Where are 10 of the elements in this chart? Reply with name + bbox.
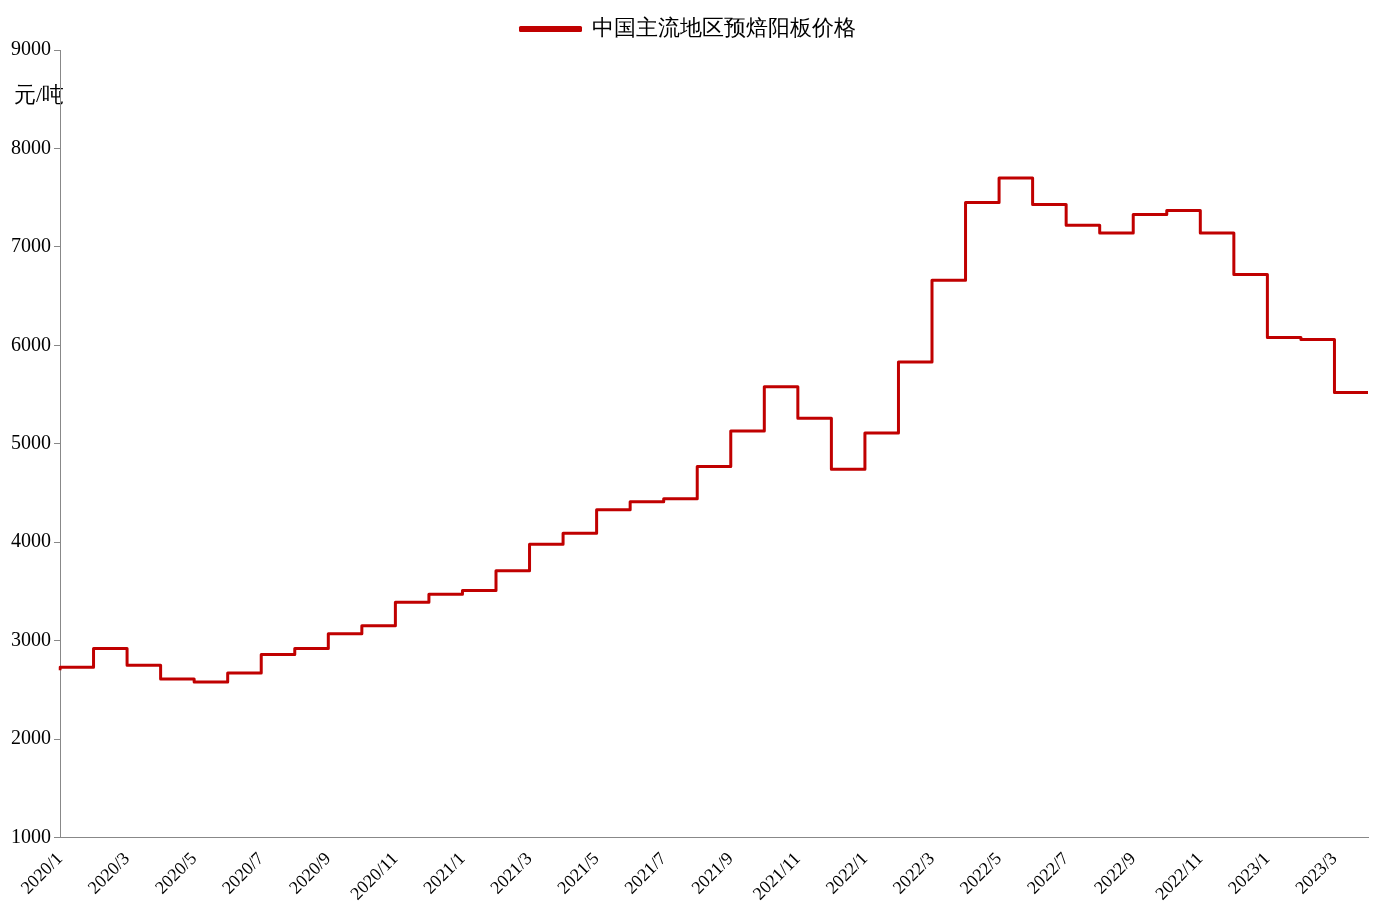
- y-tick-label: 4000: [11, 529, 51, 552]
- y-tick-label: 8000: [11, 135, 51, 158]
- y-tick-label: 2000: [11, 726, 51, 749]
- y-tick-label: 3000: [11, 627, 51, 650]
- y-tick-label: 1000: [11, 824, 51, 847]
- legend-label: 中国主流地区预焙阳板价格: [591, 14, 856, 40]
- y-tick-label: 9000: [11, 37, 51, 60]
- y-tick-label: 7000: [11, 234, 51, 257]
- y-tick-label: 5000: [11, 430, 51, 453]
- y-tick-label: 6000: [11, 332, 51, 355]
